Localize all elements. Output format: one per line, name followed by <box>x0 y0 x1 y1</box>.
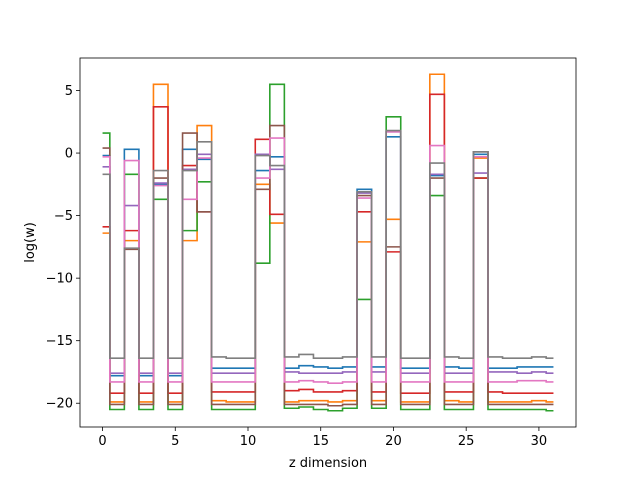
y-tick-label: 0 <box>65 147 73 162</box>
y-tick-label: −20 <box>46 397 73 412</box>
plot-frame <box>79 57 577 428</box>
series-line-4 <box>102 93 554 395</box>
x-tick-label: 5 <box>171 434 179 449</box>
x-tick-label: 20 <box>385 434 402 449</box>
y-tick-label: 5 <box>65 84 73 99</box>
y-axis-label: log(w) <box>23 222 38 263</box>
x-axis-label: z dimension <box>289 456 367 471</box>
x-tick-label: 0 <box>98 434 106 449</box>
x-tick-label: 30 <box>531 434 548 449</box>
series-lines <box>102 73 554 412</box>
y-tick-label: −10 <box>46 272 73 287</box>
y-axis-ticks: −20 −15 −10 −5 0 5 <box>46 84 80 412</box>
series-line-6 <box>102 124 554 407</box>
x-tick-label: 15 <box>312 434 329 449</box>
x-tick-label: 10 <box>240 434 257 449</box>
y-tick-label: −15 <box>46 334 73 349</box>
y-tick-label: −5 <box>54 209 73 224</box>
series-line-8 <box>102 129 554 359</box>
x-tick-label: 25 <box>458 434 475 449</box>
x-axis-ticks: 0 5 10 15 20 25 30 <box>98 427 547 449</box>
